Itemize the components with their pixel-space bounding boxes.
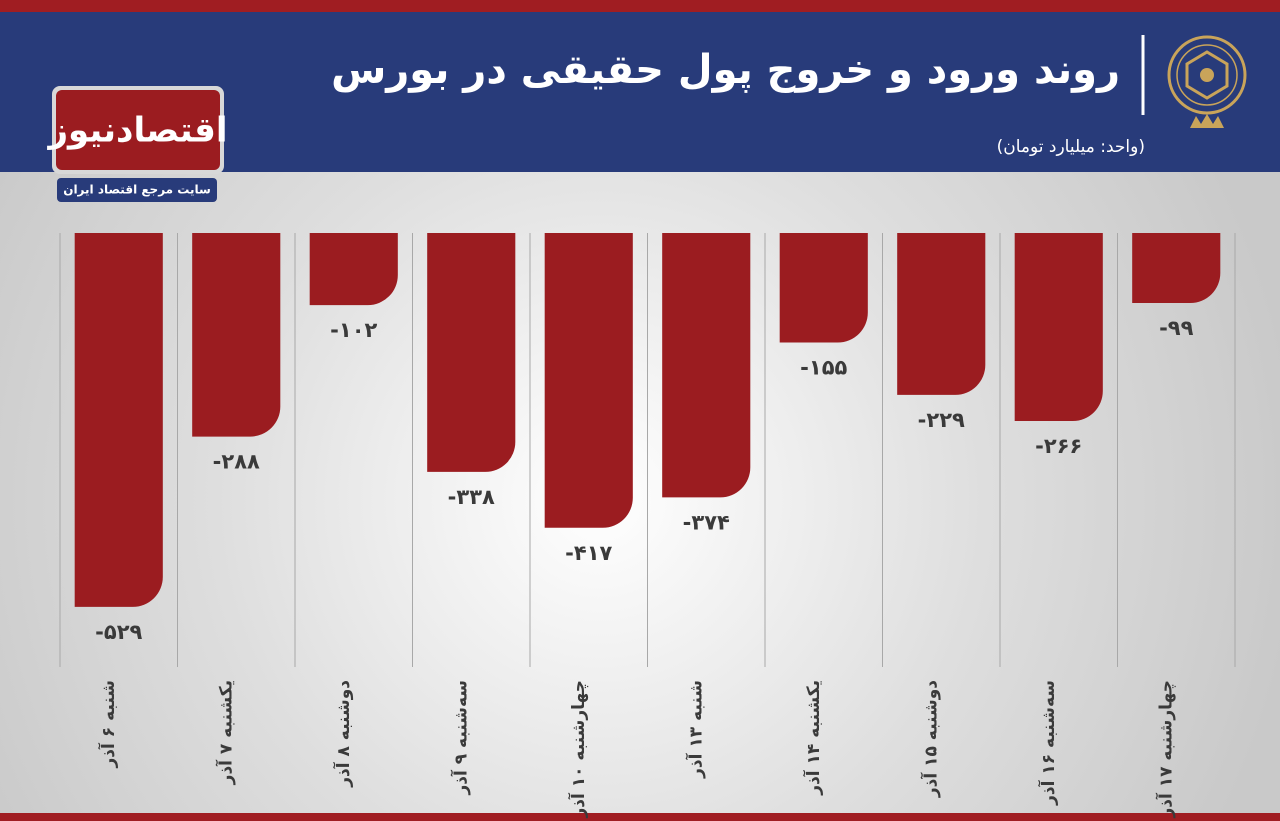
source-logo: اقتصادنیوز سایت مرجع اقتصاد ایران <box>46 86 228 202</box>
bar <box>897 233 986 395</box>
value-label: -۲۸۸ <box>213 450 260 474</box>
value-label: -۱۵۵ <box>800 356 847 380</box>
x-tick-label: چهارشنبه ۱۷ آذر <box>1154 680 1176 819</box>
x-tick-label: دوشنبه ۸ آذر <box>332 680 354 788</box>
x-tick-label: چهارشنبه ۱۰ آذر <box>567 680 589 819</box>
value-label: -۳۷۴ <box>683 510 730 534</box>
plot-area: -۵۲۹ شنبه ۶ آذر -۲۸۸ یکشنبه ۷ آذر -۱۰۲ دوشنبه… <box>59 233 1236 819</box>
bar <box>1014 233 1103 422</box>
source-name: اقتصادنیوز <box>46 111 227 151</box>
value-label: -۹۹ <box>1159 316 1194 340</box>
value-label: -۲۶۶ <box>1035 434 1082 458</box>
chart-subtitle: (واحد: میلیارد تومان) <box>997 137 1145 157</box>
x-tick-label: شنبه ۶ آذر <box>97 680 119 768</box>
bar <box>544 233 633 528</box>
top-stripe <box>0 0 1280 12</box>
x-tick-label: شنبه ۱۳ آذر <box>684 680 706 779</box>
value-label: -۱۰۲ <box>330 318 377 342</box>
x-tick-label: یکشنبه ۱۴ آذر <box>802 680 824 796</box>
bar <box>779 233 868 343</box>
x-tick-label: یکشنبه ۷ آذر <box>214 680 236 785</box>
bar <box>74 233 163 607</box>
value-label: -۵۲۹ <box>95 620 142 644</box>
x-tick-label: سه‌شنبه ۹ آذر <box>449 680 471 796</box>
bottom-stripe <box>0 813 1280 821</box>
value-label: -۲۲۹ <box>918 408 965 432</box>
emblem <box>1167 35 1247 128</box>
bar <box>1132 233 1221 303</box>
chart-title: روند ورود و خروج پول حقیقی در بورس <box>331 47 1120 93</box>
value-label: -۴۱۷ <box>565 541 612 565</box>
bar <box>309 233 398 306</box>
x-tick-label: سه‌شنبه ۱۶ آذر <box>1037 680 1059 806</box>
x-tick-label: دوشنبه ۱۵ آذر <box>919 680 941 798</box>
bar <box>427 233 516 472</box>
bar <box>192 233 281 437</box>
bar <box>662 233 751 498</box>
source-tagline: سایت مرجع اقتصاد ایران <box>63 183 211 197</box>
value-label: -۳۳۸ <box>448 485 495 509</box>
